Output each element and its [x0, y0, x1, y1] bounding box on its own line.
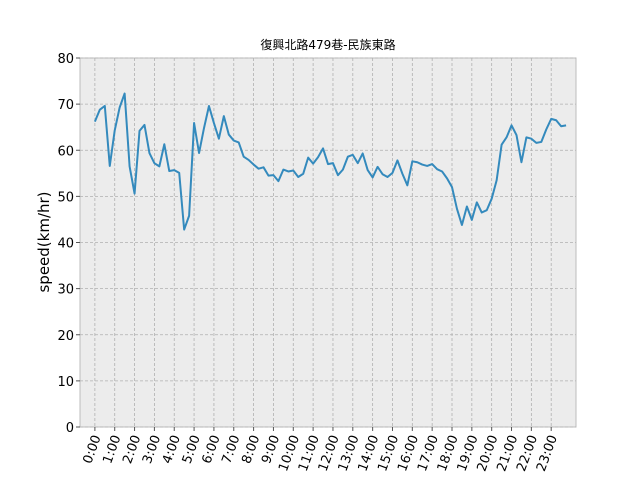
y-tick-label: 20: [57, 329, 74, 344]
y-tick-label: 10: [57, 375, 74, 390]
y-tick-label: 80: [57, 52, 74, 67]
x-axis: 0:001:002:003:004:005:006:007:008:009:00…: [81, 427, 561, 474]
y-tick-label: 70: [57, 98, 74, 113]
grid-lines: [80, 57, 576, 428]
y-tick-label: 40: [57, 237, 74, 252]
y-tick-label: 30: [57, 283, 74, 298]
y-tick-label: 60: [57, 144, 74, 159]
series-line: [93, 92, 567, 231]
chart-title: 復興北路479巷-民族東路: [260, 37, 395, 52]
y-axis: 0 10 20 30 40 50 60 70 80: [57, 52, 80, 436]
y-tick-label: 50: [57, 190, 74, 205]
y-axis-label: speed(km/hr): [35, 191, 53, 292]
y-tick-label: 0: [66, 421, 74, 436]
